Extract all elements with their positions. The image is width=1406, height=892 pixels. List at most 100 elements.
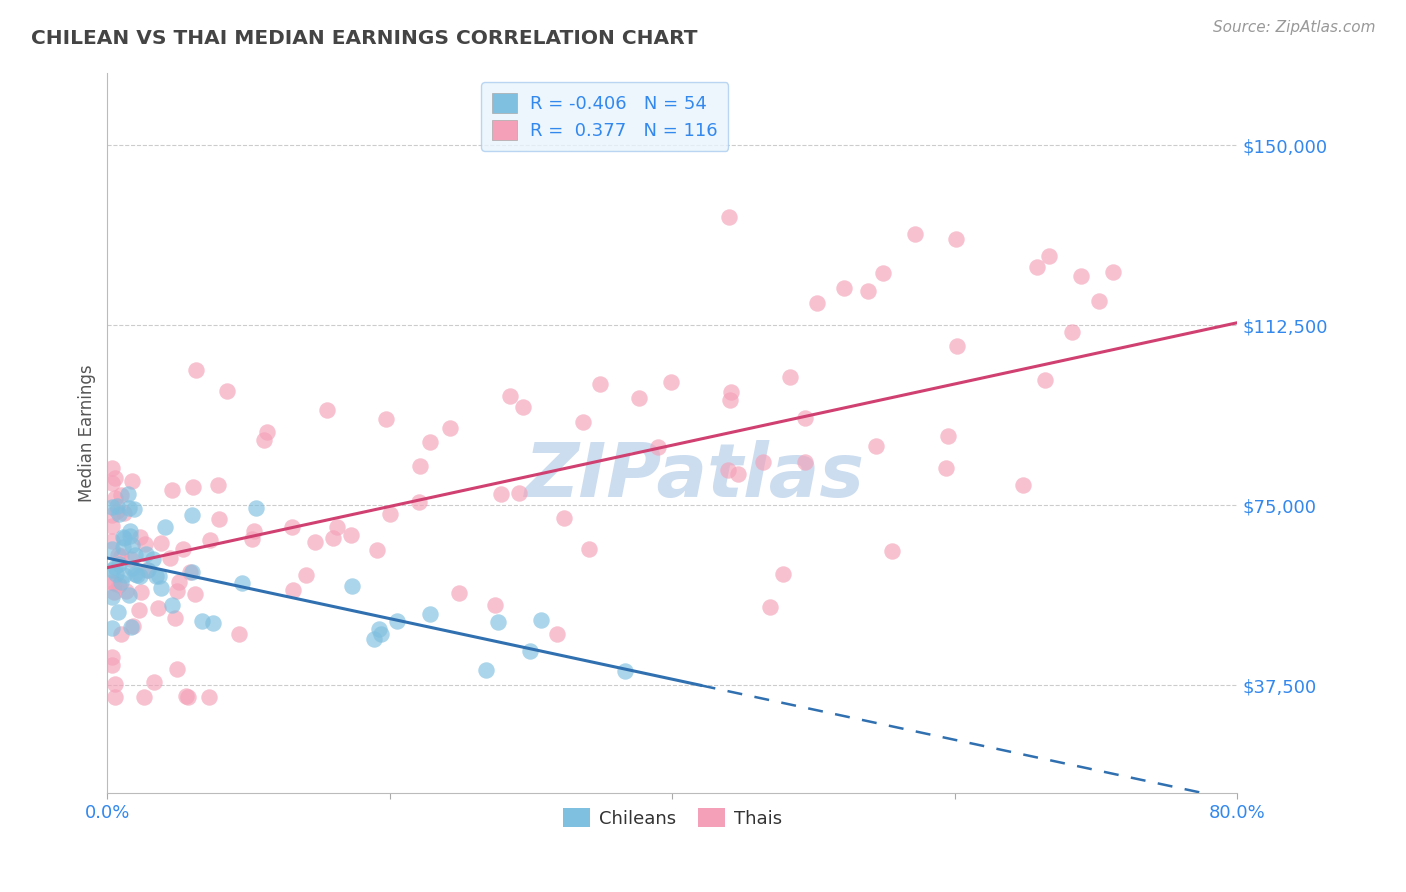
Point <box>202 616 225 631</box>
Point <box>945 231 967 245</box>
Point <box>163 611 186 625</box>
Point <box>100 518 122 533</box>
Point <box>107 605 129 619</box>
Point <box>530 613 553 627</box>
Point <box>865 439 887 453</box>
Point <box>110 575 132 590</box>
Point <box>508 486 530 500</box>
Point <box>589 377 612 392</box>
Point <box>142 552 165 566</box>
Point <box>110 549 132 564</box>
Point <box>100 542 122 557</box>
Point <box>177 690 200 705</box>
Point <box>1033 373 1056 387</box>
Point <box>243 524 266 538</box>
Point <box>772 566 794 581</box>
Point <box>100 574 122 589</box>
Point <box>374 411 396 425</box>
Point <box>146 600 169 615</box>
Point <box>326 520 349 534</box>
Point <box>419 607 441 621</box>
Point <box>546 627 568 641</box>
Point <box>720 384 742 399</box>
Point <box>128 530 150 544</box>
Point <box>718 392 741 407</box>
Point <box>370 626 392 640</box>
Point <box>486 615 509 629</box>
Point <box>1011 478 1033 492</box>
Point <box>122 619 145 633</box>
Point <box>499 389 522 403</box>
Point <box>104 491 127 505</box>
Point <box>101 500 124 515</box>
Point <box>409 458 432 473</box>
Point <box>121 538 143 552</box>
Point <box>280 520 302 534</box>
Point <box>519 644 541 658</box>
Point <box>378 507 401 521</box>
Point <box>717 210 740 224</box>
Point <box>935 461 957 475</box>
Legend: Chileans, Thais: Chileans, Thais <box>555 800 789 835</box>
Point <box>181 480 204 494</box>
Point <box>118 500 141 515</box>
Point <box>419 435 441 450</box>
Point <box>304 534 326 549</box>
Point <box>181 566 204 580</box>
Point <box>111 530 134 544</box>
Point <box>153 520 176 534</box>
Point <box>117 486 139 500</box>
Point <box>112 568 135 582</box>
Point <box>806 296 828 310</box>
Point <box>340 579 363 593</box>
Point <box>794 410 817 425</box>
Point <box>295 568 318 582</box>
Point <box>281 582 304 597</box>
Point <box>127 568 149 582</box>
Point <box>752 455 775 469</box>
Point <box>108 578 131 592</box>
Point <box>794 455 817 469</box>
Point <box>100 563 122 577</box>
Point <box>253 433 276 447</box>
Point <box>475 664 498 678</box>
Point <box>160 483 183 498</box>
Point <box>315 403 337 417</box>
Point <box>659 375 682 389</box>
Point <box>110 627 132 641</box>
Point <box>169 575 191 590</box>
Point <box>228 627 250 641</box>
Point <box>946 338 969 352</box>
Point <box>160 598 183 612</box>
Point <box>340 527 363 541</box>
Point <box>129 584 152 599</box>
Point <box>1087 293 1109 308</box>
Point <box>159 551 181 566</box>
Point <box>363 632 385 647</box>
Point <box>148 569 170 583</box>
Text: CHILEAN VS THAI MEDIAN EARNINGS CORRELATION CHART: CHILEAN VS THAI MEDIAN EARNINGS CORRELAT… <box>31 29 697 48</box>
Point <box>100 649 122 664</box>
Point <box>142 675 165 690</box>
Point <box>904 227 927 241</box>
Point <box>107 548 129 562</box>
Point <box>181 508 204 522</box>
Point <box>136 563 159 577</box>
Point <box>856 285 879 299</box>
Point <box>198 690 221 705</box>
Point <box>172 542 194 557</box>
Point <box>191 615 214 629</box>
Point <box>118 529 141 543</box>
Point <box>100 475 122 490</box>
Point <box>128 569 150 583</box>
Point <box>149 582 172 596</box>
Point <box>166 662 188 676</box>
Point <box>150 536 173 550</box>
Point <box>104 471 127 485</box>
Point <box>135 548 157 562</box>
Point <box>484 598 506 612</box>
Point <box>553 511 575 525</box>
Point <box>872 266 894 280</box>
Point <box>256 425 278 439</box>
Point <box>779 369 801 384</box>
